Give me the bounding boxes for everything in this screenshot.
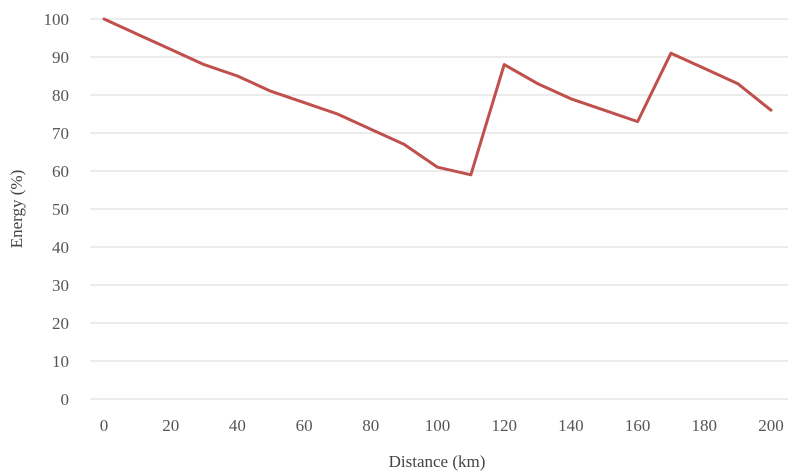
y-tick-label: 100 (44, 10, 70, 29)
y-tick-label: 50 (52, 200, 69, 219)
series-group (102, 17, 773, 177)
y-axis-title: Energy (%) (7, 170, 26, 249)
gridlines (90, 18, 788, 400)
y-tick-label: 80 (52, 86, 69, 105)
y-tick-label: 0 (61, 390, 70, 409)
y-tick-label: 90 (52, 48, 69, 67)
y-tick-label: 20 (52, 314, 69, 333)
y-tick-label: 70 (52, 124, 69, 143)
series-line-0 (102, 17, 773, 177)
x-axis-ticks: 0 20 40 60 80 100 120 140 160 180 200 (100, 416, 784, 435)
y-tick-label: 40 (52, 238, 69, 257)
x-tick-label: 0 (100, 416, 109, 435)
x-tick-label: 180 (692, 416, 718, 435)
x-tick-label: 40 (229, 416, 246, 435)
x-tick-label: 140 (558, 416, 584, 435)
x-tick-label: 20 (162, 416, 179, 435)
x-tick-label: 80 (362, 416, 379, 435)
y-axis-ticks: 0 10 20 30 40 50 60 70 80 90 100 (44, 10, 70, 409)
x-axis-title: Distance (km) (389, 452, 486, 471)
y-tick-label: 30 (52, 276, 69, 295)
x-tick-label: 160 (625, 416, 651, 435)
y-tick-label: 60 (52, 162, 69, 181)
x-tick-label: 60 (296, 416, 313, 435)
x-tick-label: 120 (491, 416, 517, 435)
x-tick-label: 200 (758, 416, 784, 435)
y-tick-label: 10 (52, 352, 69, 371)
x-tick-label: 100 (425, 416, 451, 435)
